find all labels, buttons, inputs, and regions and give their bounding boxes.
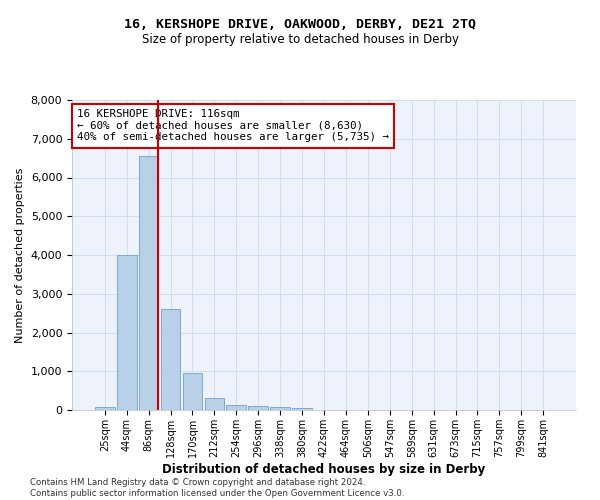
Text: Size of property relative to detached houses in Derby: Size of property relative to detached ho…	[142, 32, 458, 46]
X-axis label: Distribution of detached houses by size in Derby: Distribution of detached houses by size …	[163, 462, 485, 475]
Bar	[182, 373, 202, 410]
Text: Contains HM Land Registry data © Crown copyright and database right 2024.
Contai: Contains HM Land Registry data © Crown c…	[30, 478, 404, 498]
Bar	[117, 255, 137, 410]
Bar	[95, 408, 115, 410]
Bar	[270, 408, 290, 410]
Bar	[139, 156, 158, 410]
Text: 16 KERSHOPE DRIVE: 116sqm
← 60% of detached houses are smaller (8,630)
40% of se: 16 KERSHOPE DRIVE: 116sqm ← 60% of detac…	[77, 110, 389, 142]
Bar	[292, 408, 312, 410]
Text: 16, KERSHOPE DRIVE, OAKWOOD, DERBY, DE21 2TQ: 16, KERSHOPE DRIVE, OAKWOOD, DERBY, DE21…	[124, 18, 476, 30]
Bar	[205, 398, 224, 410]
Bar	[248, 406, 268, 410]
Bar	[161, 309, 181, 410]
Bar	[226, 405, 246, 410]
Y-axis label: Number of detached properties: Number of detached properties	[15, 168, 25, 342]
